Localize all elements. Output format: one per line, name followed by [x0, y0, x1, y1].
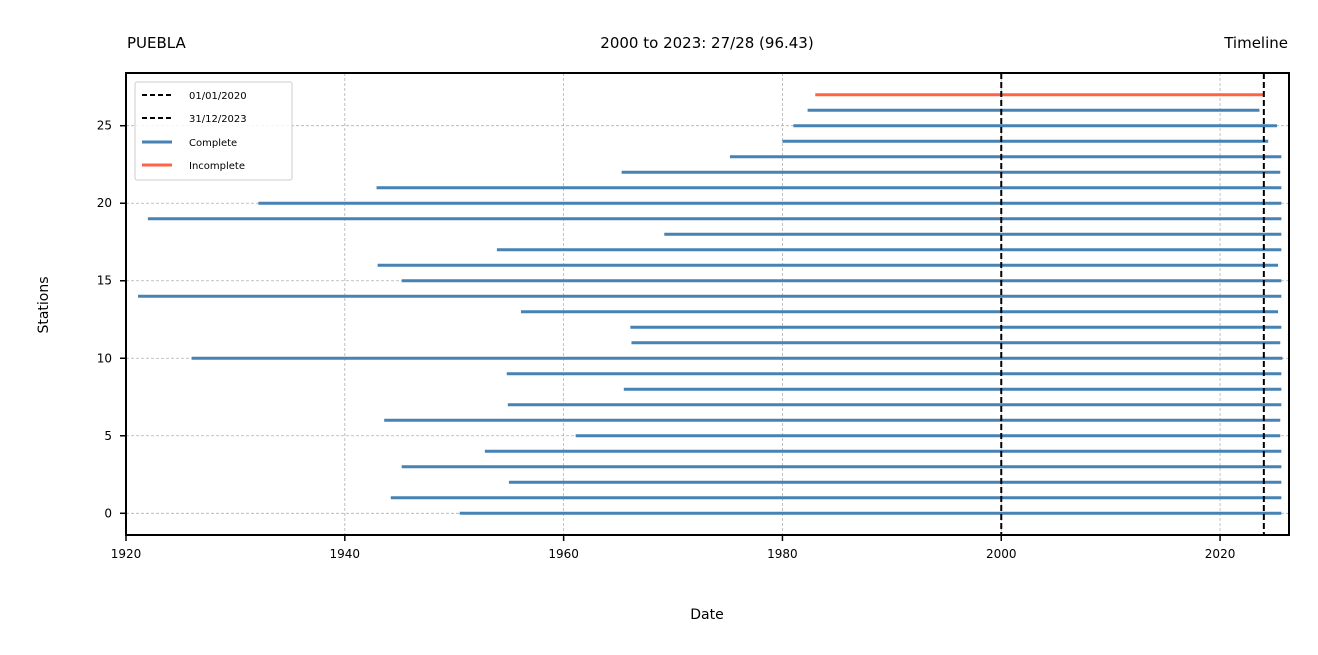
title-right: Timeline — [1223, 34, 1288, 52]
x-tick-label: 1920 — [111, 547, 142, 561]
x-tick-label: 1940 — [330, 547, 361, 561]
y-axis-ticks: 0 5 10 15 20 25 — [97, 119, 126, 520]
y-tick-label: 15 — [97, 274, 112, 288]
reference-lines — [1000, 73, 1265, 535]
legend-box — [134, 81, 293, 181]
y-tick-label: 5 — [104, 429, 112, 443]
x-tick-label: 2000 — [986, 547, 1017, 561]
legend-label-incomplete: Incomplete — [189, 161, 245, 172]
x-tick-label: 1960 — [548, 547, 579, 561]
y-tick-label: 25 — [97, 119, 112, 133]
y-axis-label: Stations — [36, 276, 52, 333]
legend-label-ref2: 31/12/2023 — [189, 114, 247, 125]
station-bars — [138, 93, 1283, 515]
legend: 01/01/2020 31/12/2023 Complete Incomplet… — [134, 81, 293, 181]
y-tick-label: 0 — [104, 506, 112, 520]
y-tick-label: 20 — [97, 196, 112, 210]
plot-frame — [125, 72, 1290, 536]
x-tick-label: 1980 — [767, 547, 798, 561]
legend-label-ref1: 01/01/2020 — [189, 91, 247, 102]
title-left: PUEBLA — [127, 34, 186, 52]
legend-label-complete: Complete — [189, 138, 237, 149]
title-center: 2000 to 2023: 27/28 (96.43) — [600, 34, 813, 52]
x-tick-label: 2020 — [1205, 547, 1236, 561]
x-axis-label: Date — [690, 607, 723, 623]
x-axis-ticks: 1920 1940 1960 1980 2000 2020 — [111, 535, 1236, 561]
y-tick-label: 10 — [97, 351, 112, 365]
